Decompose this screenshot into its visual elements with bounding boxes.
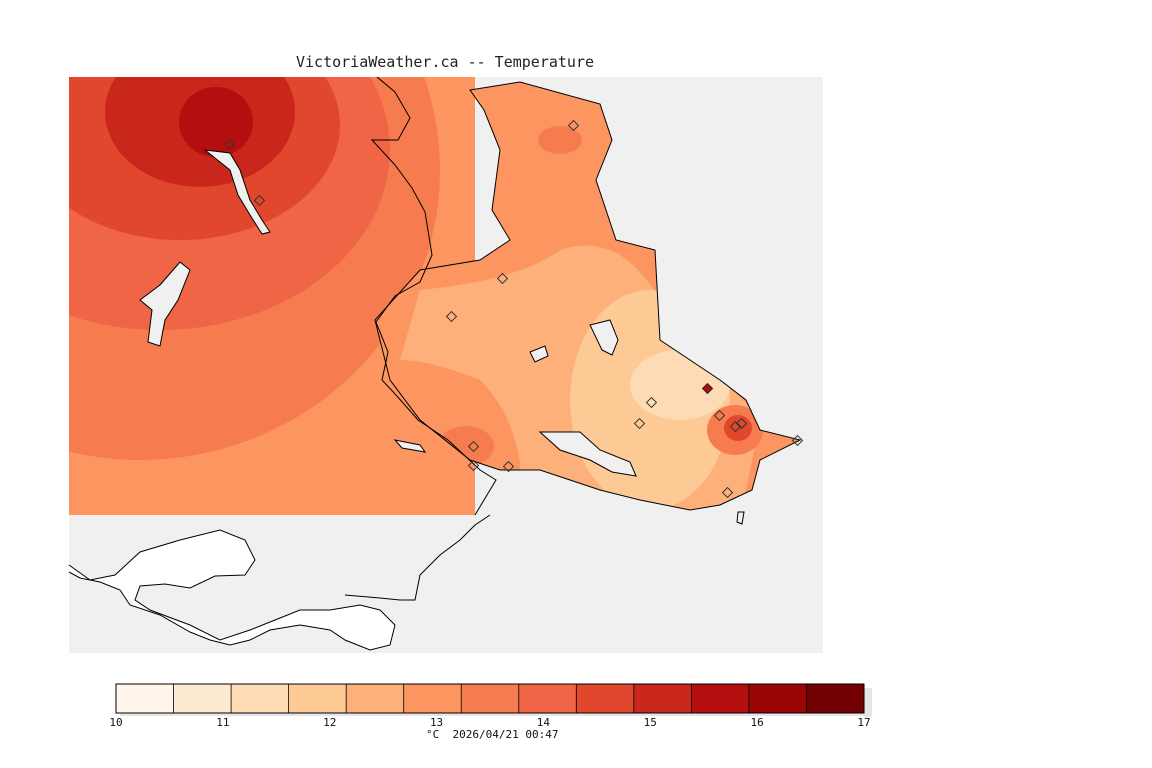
- legend-color-swatch: [691, 684, 749, 713]
- station-markers: [223, 119, 804, 499]
- legend-tick-label: 10: [109, 716, 123, 729]
- temperature-field-west: [69, 77, 475, 515]
- station-marker[interactable]: [223, 138, 236, 151]
- legend-color-swatch: [518, 684, 577, 713]
- map-title: VictoriaWeather.ca -- Temperature: [296, 53, 595, 71]
- legend-color-swatch: [116, 684, 174, 713]
- legend-tick-label: 15: [643, 716, 657, 729]
- station-marker[interactable]: [253, 194, 266, 207]
- legend-units: °C: [426, 728, 440, 741]
- station-marker[interactable]: [467, 440, 480, 453]
- legend-color-swatch: [748, 684, 807, 713]
- legend-tick-label: 14: [536, 716, 551, 729]
- islet-east: [736, 511, 745, 525]
- station-marker[interactable]: [735, 417, 748, 430]
- station-marker[interactable]: [791, 434, 804, 447]
- legend-tick-label: 16: [750, 716, 764, 729]
- station-marker[interactable]: [467, 459, 480, 472]
- shawnigan-lake: [139, 261, 191, 347]
- station-marker[interactable]: [721, 486, 734, 499]
- color-legend: [115, 683, 872, 717]
- legend-color-swatch: [288, 684, 347, 713]
- legend-units-timestamp: °C 2026/04/21 00:47: [426, 728, 558, 741]
- legend-color-swatch: [346, 684, 404, 713]
- coastline-south-2: [344, 514, 491, 601]
- legend-tick-label: 13: [429, 716, 444, 729]
- harbour-inlet: [538, 431, 637, 477]
- station-marker[interactable]: [713, 409, 726, 422]
- station-marker[interactable]: [567, 119, 580, 132]
- coastline-east: [374, 81, 802, 511]
- coastline-south: [68, 529, 396, 651]
- lake-east-1: [589, 319, 619, 356]
- legend-color-swatch: [633, 684, 692, 713]
- station-marker[interactable]: [729, 420, 742, 433]
- legend-color-swatch: [231, 684, 289, 713]
- legend-color-swatch: [461, 684, 519, 713]
- station-marker[interactable]: [633, 417, 646, 430]
- legend-tick-label: 17: [857, 716, 871, 729]
- legend-shadow-side: [864, 688, 872, 717]
- legend-color-swatch: [806, 684, 864, 713]
- saanich-inlet-lake: [203, 149, 271, 235]
- legend-color-swatch: [576, 684, 634, 713]
- station-marker[interactable]: [645, 396, 658, 409]
- legend-shadow: [120, 713, 868, 716]
- legend-color-swatch: [403, 684, 462, 713]
- islet-west: [393, 439, 427, 453]
- legend-color-swatch: [173, 684, 232, 713]
- legend-tick-label: 11: [216, 716, 230, 729]
- station-marker[interactable]: [701, 382, 714, 395]
- legend-border: [115, 683, 865, 714]
- legend-timestamp: 2026/04/21 00:47: [452, 728, 559, 741]
- legend-tick-label: 12: [323, 716, 337, 729]
- station-marker[interactable]: [445, 310, 458, 323]
- coastline-west: [370, 76, 497, 516]
- lake-east-2: [529, 345, 549, 363]
- station-marker[interactable]: [496, 272, 509, 285]
- station-marker[interactable]: [502, 460, 515, 473]
